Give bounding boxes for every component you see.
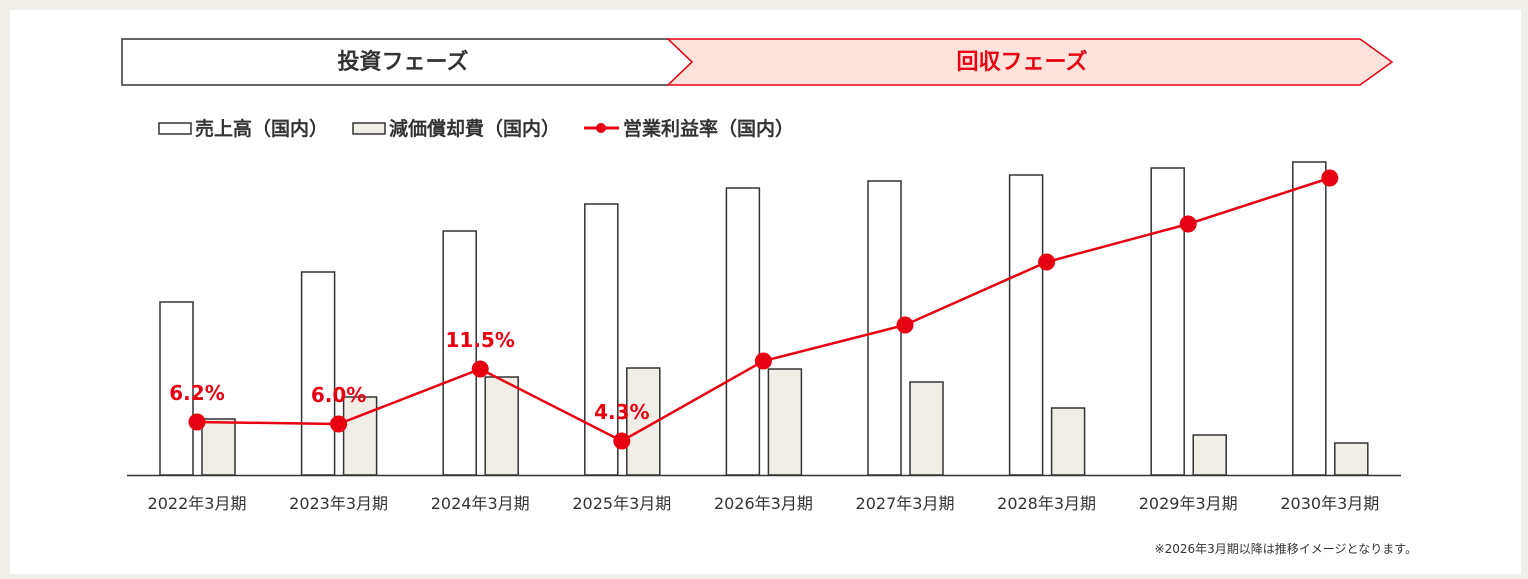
margin-point — [471, 360, 489, 378]
revenue-bar — [1292, 161, 1327, 476]
depreciation-bar — [909, 381, 944, 476]
margin-point — [1038, 253, 1056, 271]
phase-recovery-shape — [666, 38, 1394, 86]
depreciation-bar — [342, 396, 378, 476]
revenue-bar — [300, 271, 336, 476]
margin-value-label: 4.3% — [594, 400, 649, 424]
depreciation-bar — [1192, 434, 1227, 476]
x-tick-layer: 2022年3月期 2023年3月期 2024年3月期 2025年3月期 2026年3月期… — [148, 494, 1380, 513]
chart: 投資フェーズ 回収フェーズ 売上高（国内） 減価償却費（国内） 営業利益率（国内… — [121, 38, 1417, 556]
margin-point — [896, 316, 914, 334]
depreciation-bar — [1050, 407, 1086, 476]
revenue-bar — [1008, 174, 1044, 476]
depreciation-bar — [1334, 442, 1369, 476]
revenue-bar — [1150, 167, 1185, 476]
x-tick-label: 2025年3月期 — [572, 494, 671, 513]
depreciation-bar — [201, 418, 236, 476]
x-tick-label: 2026年3月期 — [714, 494, 813, 513]
legend-depreciation-swatch — [352, 122, 386, 135]
revenue-bar — [159, 301, 194, 476]
depreciation-bar — [484, 376, 519, 476]
x-tick-label: 2029年3月期 — [1139, 494, 1238, 513]
legend-margin-marker — [596, 123, 606, 133]
margin-point — [754, 352, 772, 370]
chart-panel: 投資フェーズ 回収フェーズ 売上高（国内） 減価償却費（国内） 営業利益率（国内… — [10, 10, 1521, 574]
depreciation-bar — [767, 368, 803, 476]
legend: 売上高（国内） 減価償却費（国内） 営業利益率（国内） — [158, 117, 794, 140]
legend-margin-label: 営業利益率（国内） — [623, 117, 794, 140]
margin-value-label: 6.2% — [169, 381, 224, 405]
data-label-layer: 6.2% 6.0% 11.5% 4.3% — [169, 328, 649, 424]
margin-point — [1179, 215, 1197, 233]
margin-point — [188, 413, 206, 431]
bar-layer — [159, 161, 1369, 476]
legend-revenue-label: 売上高（国内） — [195, 117, 328, 140]
margin-point — [330, 415, 348, 433]
margin-point — [613, 432, 631, 450]
legend-depreciation-label: 減価償却費（国内） — [389, 117, 560, 140]
revenue-bar — [725, 187, 761, 476]
x-tick-label: 2027年3月期 — [856, 494, 955, 513]
footnote: ※2026年3月期以降は推移イメージとなります。 — [1155, 542, 1417, 556]
x-tick-label: 2024年3月期 — [431, 494, 530, 513]
phase-banner: 投資フェーズ 回収フェーズ — [121, 38, 1394, 86]
x-tick-label: 2023年3月期 — [289, 494, 388, 513]
x-tick-label: 2022年3月期 — [148, 494, 247, 513]
x-tick-label: 2030年3月期 — [1280, 494, 1379, 513]
margin-value-label: 11.5% — [446, 328, 515, 352]
x-tick-label: 2028年3月期 — [997, 494, 1096, 513]
margin-line-layer — [188, 169, 1339, 450]
margin-value-label: 6.0% — [311, 383, 366, 407]
margin-point — [1321, 169, 1339, 187]
revenue-bar — [584, 203, 619, 476]
legend-revenue-swatch — [158, 122, 192, 135]
phase-invest-label: 投資フェーズ — [338, 49, 469, 75]
phase-recovery-label: 回収フェーズ — [957, 49, 1088, 75]
revenue-bar — [442, 230, 477, 476]
